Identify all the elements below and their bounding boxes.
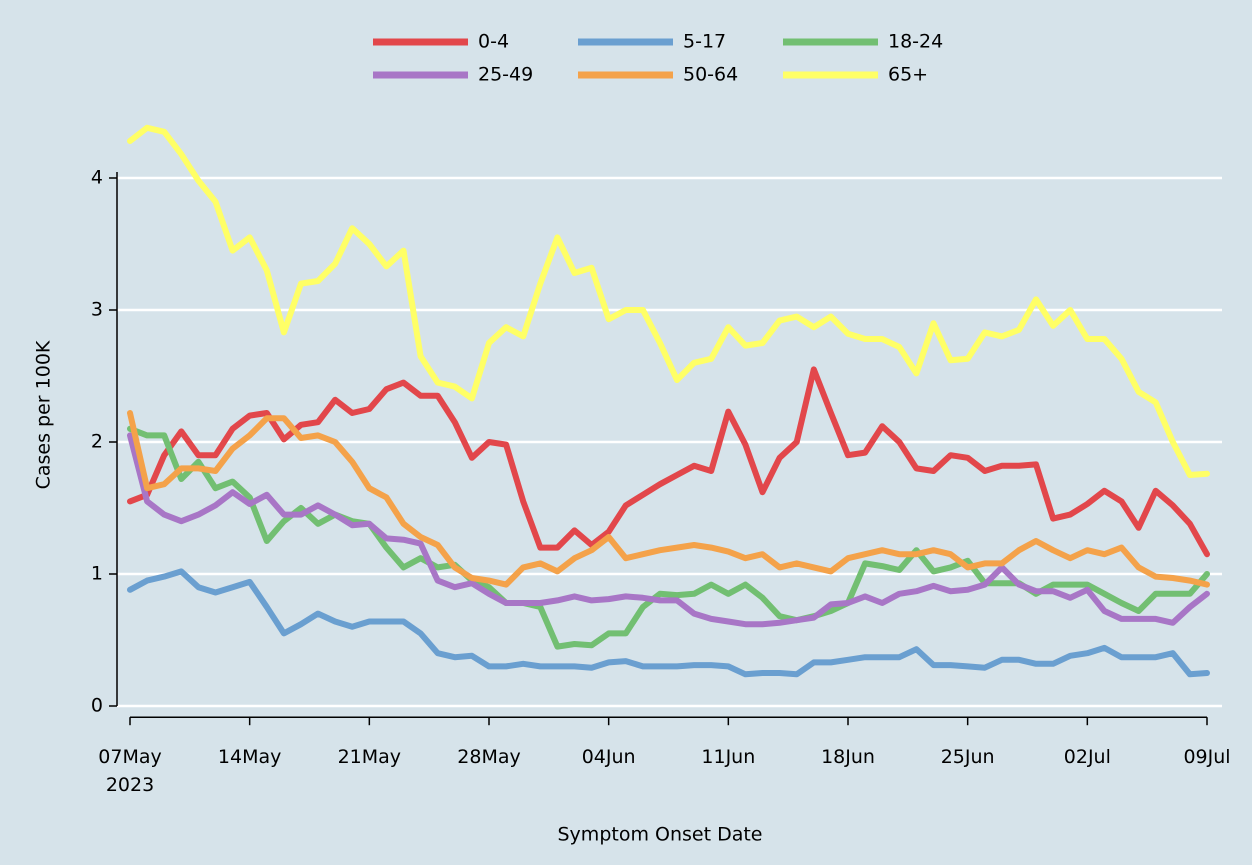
x-tick-label: 25Jun [941, 746, 995, 768]
legend-label: 5-17 [683, 31, 726, 53]
x-tick-label: 09Jul [1183, 746, 1230, 768]
y-axis-title: Cases per 100K [33, 340, 55, 489]
x-axis-title: Symptom Onset Date [558, 824, 763, 846]
x-tick-label: 21May [338, 746, 401, 768]
legend-label: 18-24 [888, 31, 943, 53]
x-tick-label: 07May 2023 [98, 746, 161, 796]
y-tick-label: 4 [91, 167, 103, 189]
x-tick-label: 14May [218, 746, 281, 768]
x-tick-label: 28May [457, 746, 520, 768]
series-line [127, 568, 1210, 678]
y-tick-label: 2 [91, 431, 103, 453]
legend-label: 0-4 [478, 31, 509, 53]
legend-label: 25-49 [478, 64, 533, 86]
y-tick-label: 0 [91, 695, 103, 717]
y-tick-label: 3 [91, 299, 103, 321]
legend-label: 50-64 [683, 64, 738, 86]
x-tick-label: 18Jun [821, 746, 875, 768]
series-line [127, 432, 1210, 628]
x-tick-label: 11Jun [701, 746, 755, 768]
series-line [127, 410, 1210, 588]
series-line [127, 366, 1210, 558]
legend-label: 65+ [888, 64, 928, 86]
series-line [127, 124, 1210, 478]
y-tick-label: 1 [91, 563, 103, 585]
x-tick-label: 02Jul [1064, 746, 1111, 768]
x-tick-label: 04Jun [582, 746, 636, 768]
